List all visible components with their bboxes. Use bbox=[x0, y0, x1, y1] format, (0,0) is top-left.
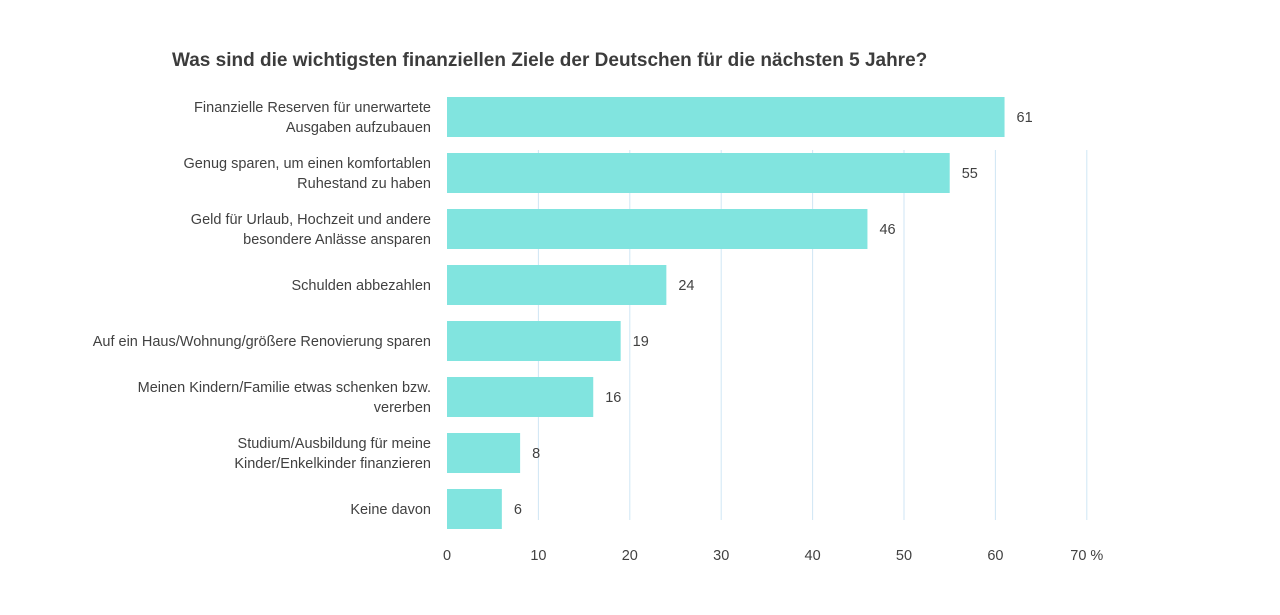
value-label: 8 bbox=[532, 446, 540, 462]
bar bbox=[447, 209, 868, 249]
category-label: Finanzielle Reserven für unerwartete Ausg… bbox=[194, 100, 431, 136]
category-labels: Finanzielle Reserven für unerwartete Ausg… bbox=[93, 100, 431, 518]
bar bbox=[447, 433, 521, 473]
value-label: 55 bbox=[962, 166, 978, 182]
x-tick-label: 30 bbox=[713, 548, 729, 564]
x-tick-label: 10 bbox=[530, 548, 546, 564]
category-label: Genug sparen, um einen komfortablen Ruhes… bbox=[184, 156, 431, 192]
x-tick-label: 20 bbox=[622, 548, 638, 564]
value-label: 24 bbox=[678, 278, 694, 294]
category-label: Meinen Kindern/Familie etwas schenken bz… bbox=[138, 380, 431, 416]
value-label: 6 bbox=[514, 502, 522, 518]
value-labels: 61 55 46 24 19 16 8 6 bbox=[514, 110, 1033, 518]
x-tick-label: 40 bbox=[805, 548, 821, 564]
chart-title: Was sind die wichtigsten finanziellen Zi… bbox=[172, 50, 928, 71]
x-axis-ticks: 0 10 20 30 40 50 60 70 % bbox=[443, 548, 1103, 564]
x-tick-label: 0 bbox=[443, 548, 451, 564]
value-label: 19 bbox=[633, 334, 649, 350]
x-tick-label: 70 % bbox=[1070, 548, 1103, 564]
x-tick-label: 50 bbox=[896, 548, 912, 564]
bar bbox=[447, 153, 950, 193]
value-label: 46 bbox=[879, 222, 895, 238]
category-label: Auf ein Haus/Wohnung/größere Renovierung… bbox=[93, 334, 431, 350]
bar bbox=[447, 265, 667, 305]
value-label: 61 bbox=[1017, 110, 1033, 126]
bar bbox=[447, 321, 621, 361]
bar bbox=[447, 97, 1005, 137]
category-label: Keine davon bbox=[350, 502, 431, 518]
bars bbox=[447, 97, 1005, 529]
category-label: Studium/Ausbildung für meine Kinder/Enkel… bbox=[234, 436, 431, 472]
bar bbox=[447, 489, 502, 529]
category-label: Geld für Urlaub, Hochzeit und andere beso… bbox=[191, 212, 431, 248]
bar bbox=[447, 377, 594, 417]
x-tick-label: 60 bbox=[987, 548, 1003, 564]
value-label: 16 bbox=[605, 390, 621, 406]
category-label: Schulden abbezahlen bbox=[292, 278, 431, 294]
